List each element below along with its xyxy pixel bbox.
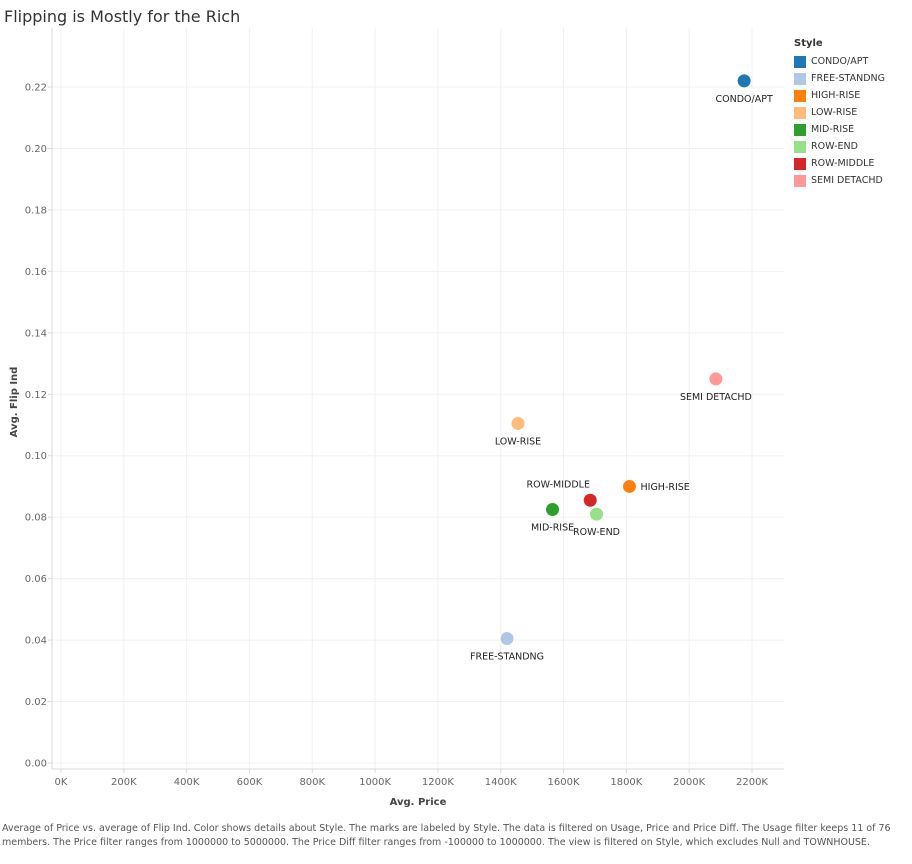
y-tick-label: 0.14 (25, 328, 47, 339)
point-mid-rise[interactable] (545, 502, 561, 517)
legend-item-high-rise[interactable]: HIGH-RISE (794, 87, 885, 104)
legend-item-semi-detachd[interactable]: SEMI DETACHD (794, 172, 885, 189)
x-tick-label: 1200K (422, 777, 454, 788)
y-tick-label: 0.22 (25, 83, 47, 94)
legend-swatch (794, 174, 806, 187)
point-label-condo-apt: CONDO/APT (716, 94, 773, 105)
grid-lines (52, 28, 784, 769)
x-tick-label: 1600K (548, 777, 580, 788)
point-semi-detachd[interactable] (708, 371, 724, 387)
x-tick-label: 2200K (736, 777, 768, 788)
x-axis-ticks: 0K 200K 400K 600K 800K 1000K 1200K 1400K 1600K 18… (55, 769, 768, 788)
legend-label: HIGH-RISE (811, 90, 861, 101)
axes (51, 28, 784, 770)
x-tick-label: 0K (55, 777, 68, 788)
legend-item-free-standng[interactable]: FREE-STANDNG (794, 70, 885, 87)
point-label-free-standng: FREE-STANDNG (470, 652, 544, 663)
x-tick-label: 200K (111, 777, 137, 788)
point-row-end[interactable] (589, 506, 605, 522)
x-tick-label: 400K (174, 777, 200, 788)
point-label-mid-rise: MID-RISE (531, 523, 574, 534)
scatter-chart: 0K 200K 400K 600K 800K 1000K 1200K 1400K 1600K 18… (9, 28, 784, 808)
legend-label: MID-RISE (811, 124, 855, 135)
legend-swatch (794, 72, 806, 85)
point-low-rise[interactable] (510, 415, 526, 431)
point-condo-apt[interactable] (736, 73, 752, 89)
y-tick-label: 0.04 (25, 636, 47, 647)
legend-item-row-middle[interactable]: ROW-MIDDLE (794, 155, 885, 172)
y-tick-label: 0.02 (25, 697, 47, 708)
legend-item-low-rise[interactable]: LOW-RISE (794, 104, 885, 121)
point-label-row-middle: ROW-MIDDLE (527, 479, 590, 490)
legend-swatch (794, 106, 806, 119)
legend-title: Style (794, 38, 823, 49)
legend-swatch (794, 123, 806, 136)
legend: Style CONDO/APT FREE-STANDNG HIGH-RISE LOW-… (794, 38, 885, 189)
x-tick-label: 1400K (485, 777, 517, 788)
point-labels: CONDO/APT FREE-STANDNG HIGH-RISE LOW-RISE MI… (470, 94, 773, 663)
legend-swatch (794, 157, 806, 170)
x-tick-label: 1800K (610, 777, 642, 788)
y-tick-label: 0.18 (25, 205, 47, 216)
data-points (499, 73, 752, 647)
legend-label: LOW-RISE (811, 107, 858, 118)
y-tick-label: 0.08 (25, 513, 47, 524)
legend-label: FREE-STANDNG (811, 73, 885, 84)
y-axis-ticks: 0.00 0.02 0.04 0.06 0.08 0.10 0.12 0.14 0.16 0.18… (25, 83, 52, 770)
point-label-high-rise: HIGH-RISE (641, 482, 690, 493)
x-tick-label: 800K (299, 777, 325, 788)
x-tick-label: 1000K (359, 777, 391, 788)
point-label-semi-detachd: SEMI DETACHD (680, 392, 752, 403)
point-high-rise[interactable] (622, 478, 638, 494)
point-free-standng[interactable] (499, 631, 515, 647)
point-label-row-end: ROW-END (573, 527, 620, 538)
x-axis-title: Avg. Price (390, 797, 447, 808)
point-row-middle[interactable] (582, 492, 598, 508)
legend-item-mid-rise[interactable]: MID-RISE (794, 121, 885, 138)
y-tick-label: 0.16 (25, 267, 47, 278)
x-tick-label: 2000K (673, 777, 705, 788)
y-tick-label: 0.20 (25, 144, 47, 155)
legend-item-condo-apt[interactable]: CONDO/APT (794, 53, 885, 70)
legend-swatch (794, 89, 806, 102)
legend-items: CONDO/APT FREE-STANDNG HIGH-RISE LOW-RISE MI… (794, 53, 885, 189)
legend-label: CONDO/APT (811, 56, 869, 67)
point-label-low-rise: LOW-RISE (495, 436, 541, 447)
y-tick-label: 0.10 (25, 451, 47, 462)
chart-title: Flipping is Mostly for the Rich (4, 7, 241, 26)
legend-swatch (794, 140, 806, 153)
chart-caption: Average of Price vs. average of Flip Ind… (2, 823, 891, 848)
legend-label: ROW-MIDDLE (811, 158, 875, 169)
y-axis-title: Avg. Flip Ind (9, 367, 20, 438)
legend-label: ROW-END (811, 141, 858, 152)
y-tick-label: 0.06 (25, 574, 47, 585)
y-tick-label: 0.12 (25, 390, 47, 401)
legend-item-row-end[interactable]: ROW-END (794, 138, 885, 155)
legend-swatch (794, 55, 806, 68)
x-tick-label: 600K (237, 777, 263, 788)
y-tick-label: 0.00 (25, 759, 47, 770)
legend-label: SEMI DETACHD (811, 175, 883, 186)
